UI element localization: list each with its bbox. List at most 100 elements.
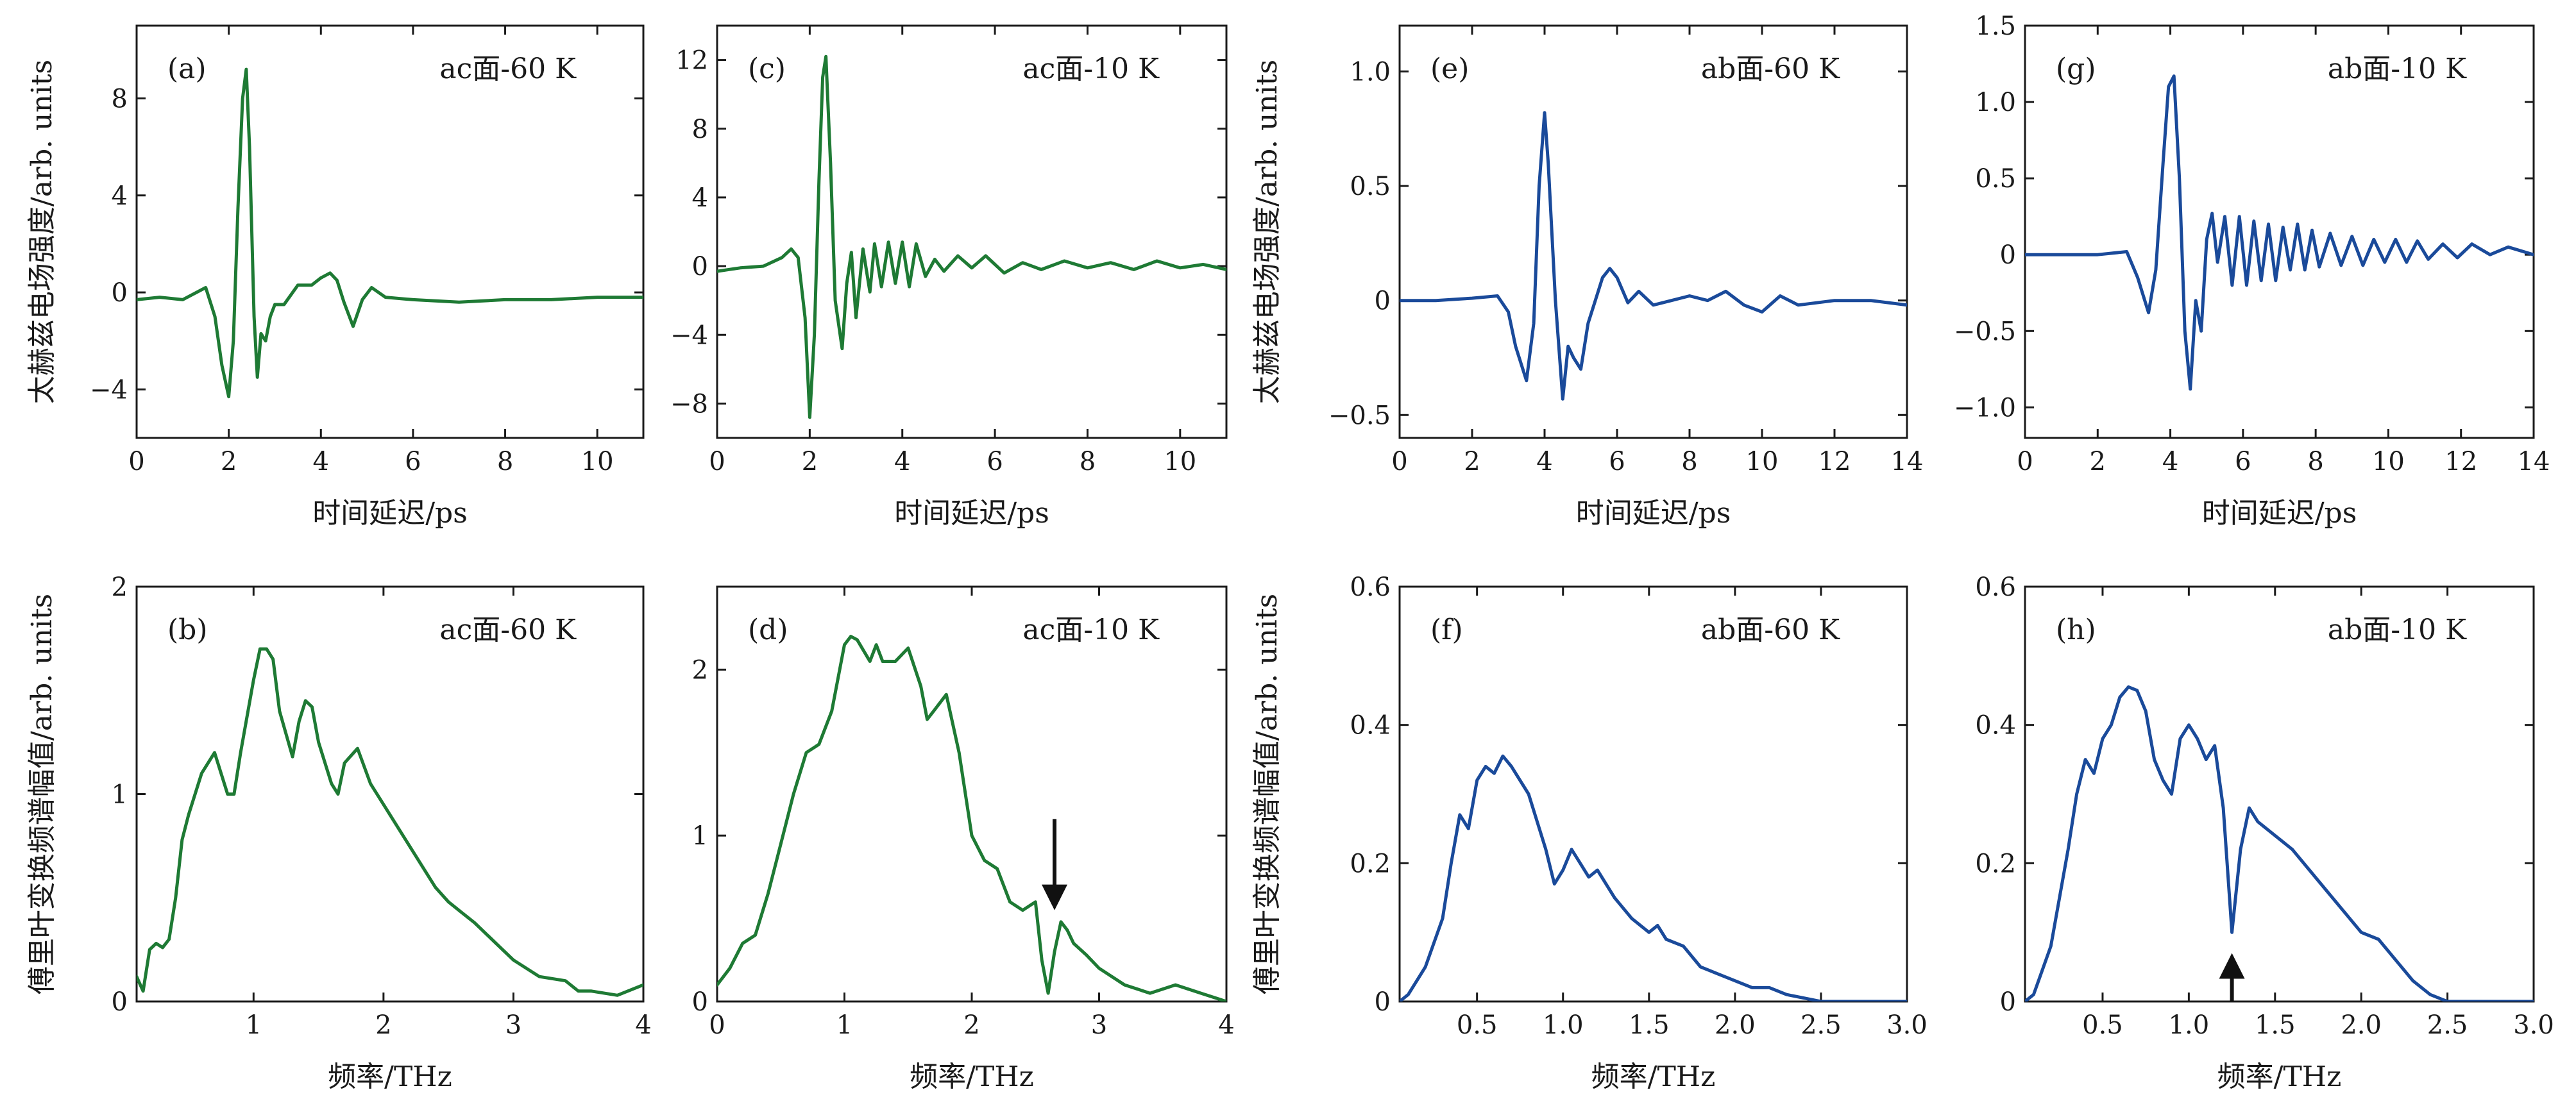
y-tick-label: 1 <box>112 780 128 810</box>
x-tick-label: 2 <box>2090 447 2106 476</box>
series-line <box>2025 74 2534 391</box>
y-tick-label: 8 <box>112 84 128 113</box>
x-axis-title: 频率/THz <box>2217 1060 2342 1093</box>
x-tick-label: 10 <box>1746 447 1779 476</box>
y-tick-label: 0.6 <box>1975 573 2016 602</box>
x-tick-label: 12 <box>1818 447 1851 476</box>
panel-label: (h) <box>2056 614 2096 646</box>
x-tick-label: 6 <box>405 447 421 476</box>
x-axis-title: 时间延迟/ps <box>894 497 1049 530</box>
y-tick-label: 2 <box>112 573 128 602</box>
y-tick-label: 4 <box>692 183 708 213</box>
y-tick-label: 1 <box>692 821 708 851</box>
x-tick-label: 4 <box>1536 447 1552 476</box>
panel-title: ac面-10 K <box>1022 614 1160 646</box>
panel-label: (d) <box>748 614 788 646</box>
y-tick-label: 1.0 <box>1350 57 1391 87</box>
panel-label: (g) <box>2056 53 2096 85</box>
x-axis-title: 时间延迟/ps <box>1576 497 1731 530</box>
x-tick-label: 3 <box>505 1010 521 1040</box>
y-tick-label: 0 <box>1375 987 1391 1017</box>
x-tick-label: 0 <box>128 447 144 476</box>
y-tick-label: 0.4 <box>1975 711 2016 741</box>
y-tick-label: 8 <box>692 115 708 144</box>
y-tick-label: 0 <box>692 252 708 281</box>
series-line <box>137 67 643 399</box>
y-tick-label: 0 <box>1375 287 1391 316</box>
panel-title: ac面-10 K <box>1022 53 1160 85</box>
panel-title: ab面-10 K <box>2328 614 2467 646</box>
series-line <box>717 54 1226 419</box>
x-tick-label: 1.5 <box>2255 1010 2296 1040</box>
x-tick-label: 14 <box>1891 447 1924 476</box>
y-tick-label: 0.2 <box>1350 849 1391 878</box>
panel-e: 0 2 4 6 8 10 12 14−0.500.51.0 (e) ab面-60 K时间延迟/ps… <box>1251 24 1924 530</box>
x-tick-label: 8 <box>2307 447 2323 476</box>
panel-title: ab面-10 K <box>2328 53 2467 85</box>
panel-label: (b) <box>167 614 208 646</box>
x-tick-label: 2 <box>1464 447 1480 476</box>
y-tick-label: 12 <box>675 46 708 76</box>
y-tick-label: 0 <box>2000 987 2016 1017</box>
x-tick-label: 0 <box>2017 447 2033 476</box>
x-tick-label: 3.0 <box>2513 1010 2554 1040</box>
x-tick-label: 1.0 <box>2169 1010 2210 1040</box>
y-tick-label: 0.4 <box>1350 711 1391 741</box>
y-tick-label: 0.2 <box>1975 849 2016 878</box>
x-tick-label: 1.5 <box>1629 1010 1670 1040</box>
arrow-down-icon <box>1042 819 1068 910</box>
series-line <box>1400 754 1907 1001</box>
y-tick-label: −4 <box>670 321 708 350</box>
x-tick-label: 4 <box>2162 447 2178 476</box>
series-line <box>717 635 1226 1001</box>
x-tick-label: 8 <box>497 447 513 476</box>
y-axis-title: 傅里叶变换频谱幅值/arb. units <box>1251 594 1284 994</box>
y-tick-label: 0 <box>692 987 708 1017</box>
series-line <box>137 647 643 997</box>
arrow-up-icon <box>2219 953 2245 1001</box>
panel-b: 1 2 3 4 0 1 2 (b) ac面-60 K 频率/THz 傅里叶变换频谱幅值/arb. u… <box>26 573 652 1093</box>
y-tick-label: −0.5 <box>1328 401 1391 430</box>
x-axis-title: 频率/THz <box>910 1060 1034 1093</box>
x-tick-label: 4 <box>894 447 910 476</box>
x-tick-label: 0 <box>709 1010 725 1040</box>
x-tick-label: 6 <box>1609 447 1625 476</box>
x-tick-label: 0.5 <box>1457 1010 1498 1040</box>
x-tick-label: 10 <box>1164 447 1196 476</box>
x-axis-title: 时间延迟/ps <box>2202 497 2357 530</box>
panel-label: (e) <box>1430 53 1469 85</box>
plot-frame <box>716 24 1228 439</box>
panel-title: ab面-60 K <box>1701 53 1840 85</box>
panel-c: 0 2 4 6 8 10 −8 −4 0 4 8 12 (c) ac面-10 K 时间延迟/ps <box>670 24 1228 530</box>
y-tick-label: 0 <box>112 278 128 308</box>
x-tick-label: 0.5 <box>2082 1010 2123 1040</box>
y-tick-label: 1.5 <box>1975 12 2016 41</box>
x-tick-label: 10 <box>2372 447 2405 476</box>
panel-label: (c) <box>748 53 786 85</box>
x-tick-label: 0 <box>1391 447 1407 476</box>
plot-frame <box>1398 585 1908 1003</box>
x-tick-label: 3 <box>1091 1010 1107 1040</box>
x-tick-label: 2 <box>963 1010 979 1040</box>
x-tick-label: 12 <box>2445 447 2477 476</box>
y-tick-label: 0 <box>112 987 128 1017</box>
x-tick-label: 2.5 <box>1801 1010 1842 1040</box>
panel-label: (a) <box>167 53 207 85</box>
x-tick-label: 8 <box>1080 447 1096 476</box>
panel-d: 0 1 2 3 4 0 1 2 (d) ac面-10 K 频率/THz <box>692 585 1235 1093</box>
x-tick-label: 2 <box>375 1010 391 1040</box>
y-tick-label: −4 <box>90 375 128 405</box>
plot-frame <box>1398 24 1908 439</box>
x-tick-label: 2.0 <box>1715 1010 1756 1040</box>
x-tick-label: 4 <box>313 447 329 476</box>
x-axis-title: 频率/THz <box>328 1060 452 1093</box>
panel-a: 0 2 4 6 8 10 −4 0 4 8 (a) ac面-60 K 时间延迟/ps 太赫兹电场强度/ar… <box>26 24 645 530</box>
y-tick-label: 4 <box>112 181 128 211</box>
x-tick-label: 6 <box>987 447 1003 476</box>
x-tick-label: 2 <box>802 447 818 476</box>
panel-title: ab面-60 K <box>1701 614 1840 646</box>
plot-frame <box>2024 24 2535 439</box>
x-axis-title: 时间延迟/ps <box>312 497 468 530</box>
x-tick-label: 1 <box>836 1010 852 1040</box>
x-tick-label: 2.0 <box>2341 1010 2382 1040</box>
